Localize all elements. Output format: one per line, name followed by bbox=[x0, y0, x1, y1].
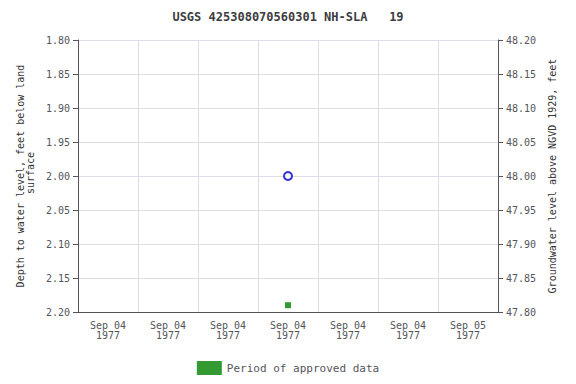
svg-text:1977: 1977 bbox=[276, 330, 300, 341]
svg-text:Groundwater level above NGVD 1: Groundwater level above NGVD 1929, feet bbox=[547, 59, 558, 294]
svg-text:2.10: 2.10 bbox=[46, 239, 70, 250]
svg-text:2.00: 2.00 bbox=[46, 171, 70, 182]
svg-text:2.15: 2.15 bbox=[46, 273, 70, 284]
svg-text:1.80: 1.80 bbox=[46, 35, 70, 46]
svg-text:1977: 1977 bbox=[216, 330, 240, 341]
svg-text:1.95: 1.95 bbox=[46, 137, 70, 148]
svg-text:1977: 1977 bbox=[96, 330, 120, 341]
svg-text:47.95: 47.95 bbox=[506, 205, 536, 216]
svg-text:1.90: 1.90 bbox=[46, 103, 70, 114]
svg-text:1977: 1977 bbox=[336, 330, 360, 341]
svg-text:48.00: 48.00 bbox=[506, 171, 536, 182]
svg-text:Depth to water level, feet bel: Depth to water level, feet below land bbox=[14, 64, 26, 288]
svg-text:1.85: 1.85 bbox=[46, 69, 70, 80]
svg-text:Sep 04: Sep 04 bbox=[149, 319, 187, 331]
svg-text:48.10: 48.10 bbox=[506, 103, 536, 114]
svg-text:Sep 05: Sep 05 bbox=[449, 319, 487, 331]
svg-text:2.05: 2.05 bbox=[46, 205, 70, 216]
svg-text:Sep 04: Sep 04 bbox=[209, 319, 247, 331]
svg-text:48.05: 48.05 bbox=[506, 137, 536, 148]
svg-text:Sep 04: Sep 04 bbox=[329, 319, 367, 331]
svg-text:1977: 1977 bbox=[156, 330, 180, 341]
svg-text:Sep 04: Sep 04 bbox=[389, 319, 427, 331]
svg-text:USGS 425308070560301 NH-SLA: USGS 425308070560301 NH-SLA 19 bbox=[172, 10, 403, 24]
svg-text:1977: 1977 bbox=[456, 330, 480, 341]
svg-text:Period of approved data: Period of approved data bbox=[227, 362, 379, 375]
svg-text:47.90: 47.90 bbox=[506, 239, 536, 250]
svg-text:2.20: 2.20 bbox=[46, 307, 70, 318]
svg-text:surface: surface bbox=[25, 152, 36, 200]
svg-text:47.80: 47.80 bbox=[506, 307, 536, 318]
svg-text:48.15: 48.15 bbox=[506, 69, 536, 80]
svg-text:Sep 04: Sep 04 bbox=[89, 319, 127, 331]
svg-text:47.85: 47.85 bbox=[506, 273, 536, 284]
svg-text:48.20: 48.20 bbox=[506, 35, 536, 46]
svg-text:1977: 1977 bbox=[396, 330, 420, 341]
svg-text:Sep 04: Sep 04 bbox=[269, 319, 307, 331]
